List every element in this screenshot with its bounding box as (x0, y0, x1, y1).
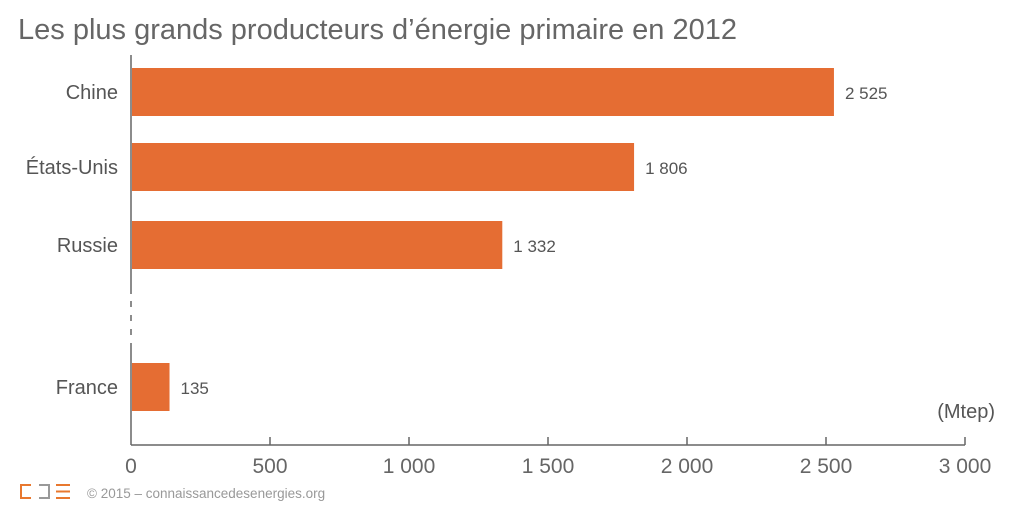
value-label: 2 525 (845, 84, 888, 103)
x-tick-label: 1 500 (522, 455, 575, 478)
bars: Chine 2 525 États-Unis 1 806 Russie 1 332 Fran… (26, 68, 888, 411)
value-label: 1 806 (645, 159, 688, 178)
x-tick-label: 2 500 (800, 455, 853, 478)
x-tick-label: 2 000 (661, 455, 714, 478)
category-label: Chine (66, 82, 118, 104)
bar-états-unis (132, 143, 635, 191)
bar-france (132, 363, 170, 411)
x-tick-label: 3 000 (939, 455, 992, 478)
x-tick-label: 500 (252, 455, 287, 478)
axes: 0 500 1 000 1 500 2 000 2 500 3 000 (125, 55, 991, 478)
x-tick-label: 0 (125, 455, 137, 478)
chart-title: Les plus grands producteurs d’énergie pr… (18, 14, 737, 46)
footer-credit: © 2015 – connaissancedesenergies.org (87, 486, 325, 501)
category-label: France (56, 377, 118, 399)
x-tick-label: 1 000 (383, 455, 436, 478)
category-label: États-Unis (26, 156, 118, 179)
category-label: Russie (57, 235, 118, 257)
unit-label: (Mtep) (937, 401, 995, 423)
cde-logo (20, 484, 70, 499)
bar-russie (132, 221, 503, 269)
bar-chine (132, 68, 834, 116)
value-label: 135 (181, 379, 209, 398)
value-label: 1 332 (513, 237, 556, 256)
